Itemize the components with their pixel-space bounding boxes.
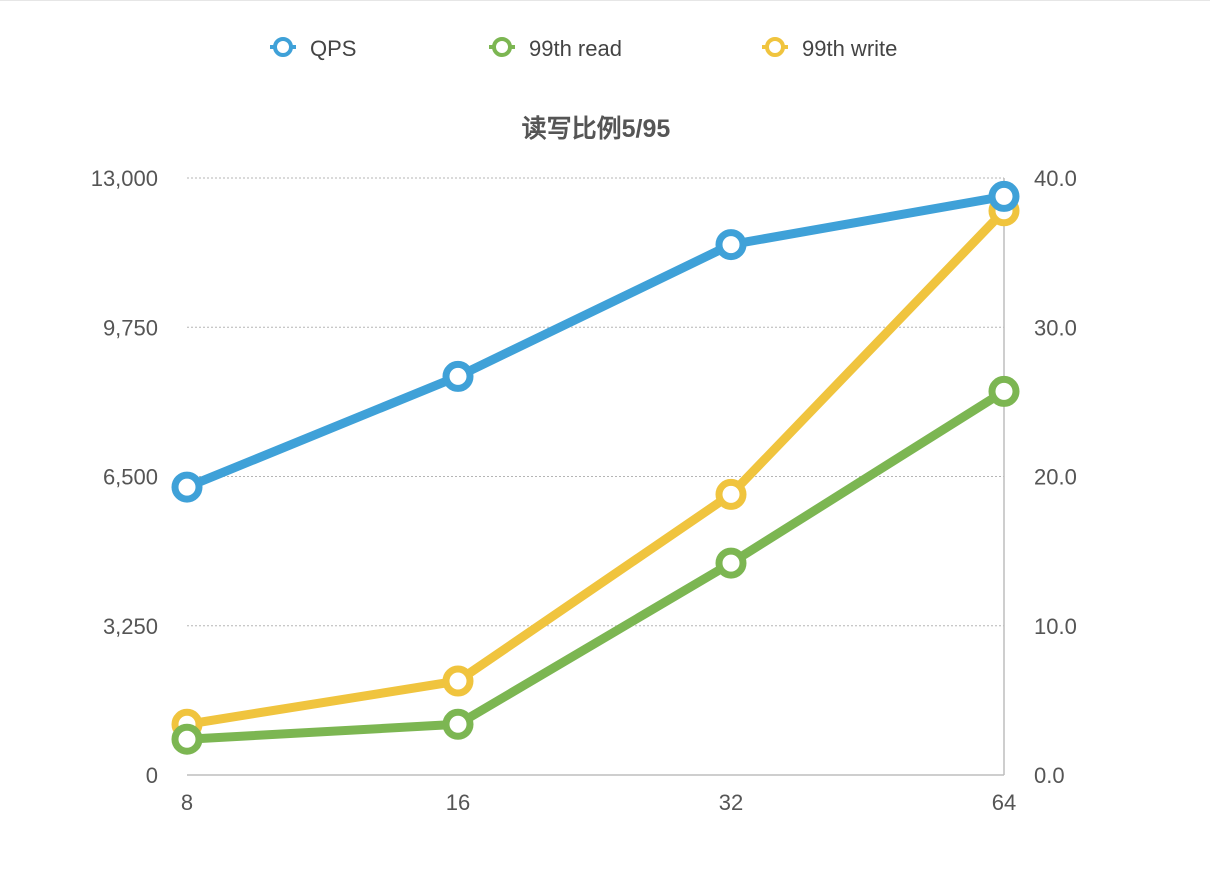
legend-label: QPS <box>310 36 356 61</box>
chart-axes: 0 3,250 6,500 9,750 13,000 0.0 10.0 20.0 30.0 40.… <box>91 166 1077 815</box>
series-line-99th-write <box>182 206 1009 729</box>
series-line-99th-read <box>182 386 1009 744</box>
data-point <box>988 375 1020 407</box>
y-left-tick-label: 13,000 <box>91 166 158 191</box>
data-point <box>442 665 474 697</box>
y-right-tick-label: 30.0 <box>1034 315 1077 340</box>
legend-marker <box>765 37 785 57</box>
series-line-qps <box>182 191 1009 492</box>
data-point <box>442 708 474 740</box>
chart-legend: QPS 99th read 99th write <box>270 36 897 61</box>
y-right-tick-label: 20.0 <box>1034 465 1077 490</box>
top-divider <box>0 0 1210 1</box>
data-point <box>988 180 1020 212</box>
x-tick-label: 64 <box>992 790 1016 815</box>
data-point <box>715 229 747 261</box>
data-point <box>442 360 474 392</box>
y-right-tick-label: 40.0 <box>1034 166 1077 191</box>
y-left-tick-label: 0 <box>146 763 158 788</box>
legend-marker <box>273 37 293 57</box>
data-point <box>171 471 203 503</box>
y-left-tick-label: 6,500 <box>103 465 158 490</box>
data-point <box>171 723 203 755</box>
chart-series <box>171 180 1020 755</box>
data-point <box>715 478 747 510</box>
y-left-tick-label: 3,250 <box>103 614 158 639</box>
chart-gridlines <box>187 177 1004 627</box>
data-point <box>715 547 747 579</box>
y-right-tick-label: 0.0 <box>1034 763 1065 788</box>
legend-marker <box>492 37 512 57</box>
legend-label: 99th read <box>529 36 622 61</box>
y-right-tick-label: 10.0 <box>1034 614 1077 639</box>
legend-label: 99th write <box>802 36 897 61</box>
x-tick-label: 16 <box>446 790 470 815</box>
x-tick-label: 8 <box>181 790 193 815</box>
x-tick-label: 32 <box>719 790 743 815</box>
y-left-tick-label: 9,750 <box>103 315 158 340</box>
chart-title: 读写比例5/95 <box>522 115 671 143</box>
